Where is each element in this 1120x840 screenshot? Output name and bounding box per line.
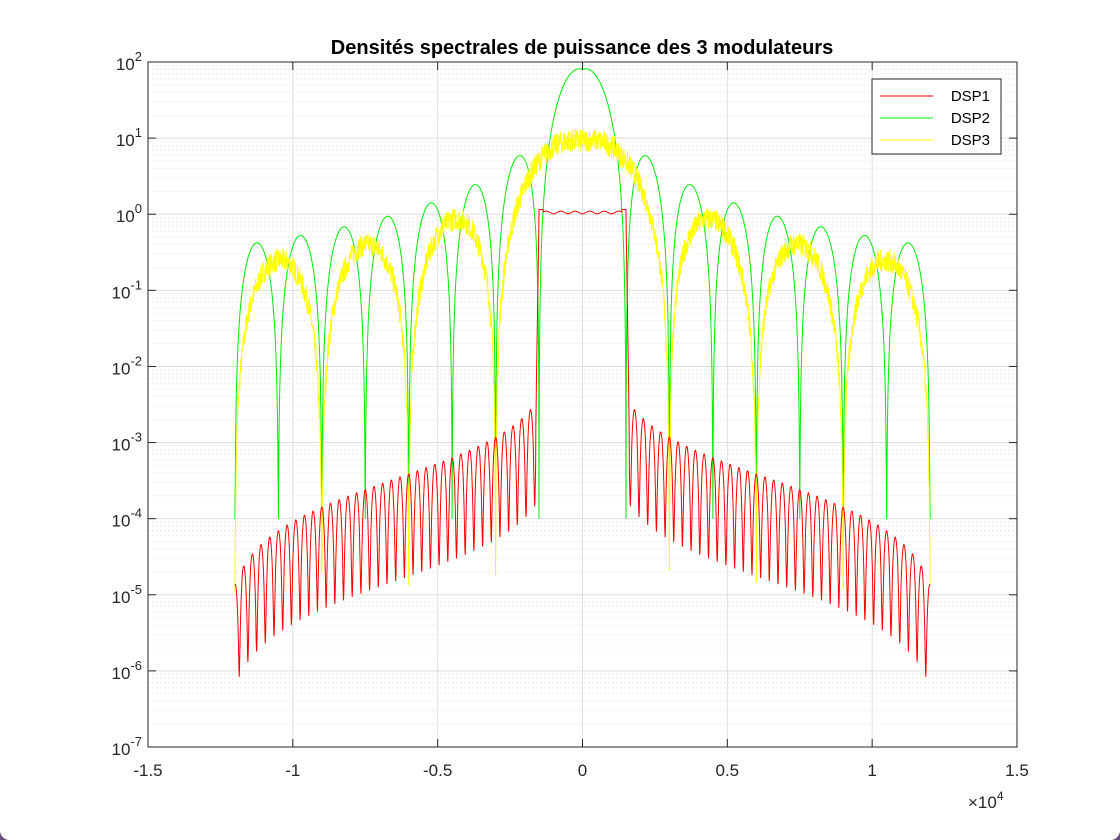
x-tick-label: -1.5 <box>133 761 162 780</box>
x-tick-label: -0.5 <box>423 761 452 780</box>
x-tick-label: -1 <box>285 761 300 780</box>
legend-box <box>871 78 1002 155</box>
legend-label-dsp2: DSP2 <box>951 110 990 127</box>
legend: DSP1 DSP2 DSP3 <box>871 78 1002 155</box>
legend-label-dsp1: DSP1 <box>951 88 990 105</box>
y-tick-label: 100 <box>116 201 142 226</box>
x-tick-label: 0 <box>578 761 587 780</box>
y-tick-label: 10-5 <box>112 582 142 607</box>
grid <box>147 61 1018 748</box>
y-tick-label: 10-2 <box>112 353 142 378</box>
y-tick-label: 101 <box>116 125 142 150</box>
y-tick-label: 102 <box>116 49 142 74</box>
y-tick-labels: 10-7 10-6 10-5 10-4 10-3 10-2 10-1 100 101 102 <box>112 49 142 759</box>
x-tick-label: 1 <box>867 761 876 780</box>
x-tick-labels: -1.5 -1 -0.5 0 0.5 1 1.5 <box>133 761 1028 780</box>
x-tick-label: 0.5 <box>716 761 740 780</box>
x-tick-label: 1.5 <box>1005 761 1029 780</box>
series-line-dsp1 <box>234 209 931 677</box>
y-tick-label: 10-6 <box>112 658 142 683</box>
y-tick-label: 10-4 <box>112 506 142 531</box>
series-line-dsp3 <box>234 129 931 593</box>
y-tick-label: 10-7 <box>112 734 142 759</box>
chart-title: Densités spectrales de puissance des 3 m… <box>331 37 833 59</box>
y-tick-label: 10-1 <box>112 277 142 302</box>
y-tick-label: 10-3 <box>112 430 142 455</box>
tick-marks <box>147 61 1018 748</box>
legend-label-dsp3: DSP3 <box>951 132 990 149</box>
x-axis-exponent: ×104 <box>968 789 1004 812</box>
